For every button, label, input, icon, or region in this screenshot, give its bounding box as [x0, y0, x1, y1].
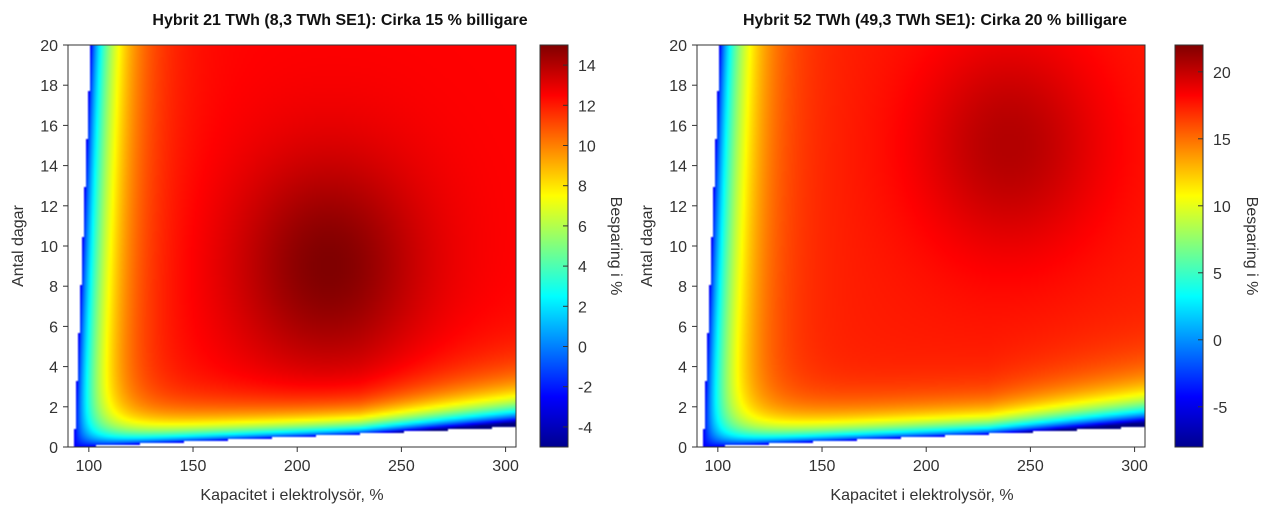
- colorbar-tick-label: -2: [578, 380, 592, 397]
- colorbar: [1175, 45, 1203, 447]
- heatmap-panel-left: Hybrit 21 TWh (8,3 TWh SE1): Cirka 15 % …: [10, 12, 624, 504]
- heatmap-surface: [68, 45, 516, 447]
- x-tick-label: 200: [284, 458, 311, 475]
- heatmap-panel-right: Hybrit 52 TWh (49,3 TWh SE1): Cirka 20 %…: [639, 12, 1260, 504]
- colorbar-tick-label: 15: [1213, 132, 1231, 149]
- y-tick-label: 16: [40, 118, 58, 135]
- y-tick-label: 6: [678, 319, 687, 336]
- colorbar-tick-label: 4: [578, 259, 587, 276]
- colorbar-tick-label: 5: [1213, 266, 1222, 283]
- colorbar-ticks: -5 0 5 10 15 20: [1198, 65, 1231, 417]
- colorbar-tick-label: 6: [578, 219, 587, 236]
- colorbar-tick-label: 12: [578, 98, 596, 115]
- colorbar-ticks: -4 -2 0 2 4 6 8 10 12 14: [563, 58, 596, 437]
- x-axis-label: Kapacitet i elektrolysör, %: [830, 487, 1013, 504]
- y-tick-label: 6: [49, 319, 58, 336]
- y-axis-label: Antal dagar: [639, 204, 656, 287]
- colorbar-tick-label: 14: [578, 58, 596, 75]
- y-tick-label: 20: [40, 38, 58, 55]
- x-tick-label: 200: [913, 458, 940, 475]
- y-tick-label: 14: [40, 159, 58, 176]
- x-tick-label: 250: [388, 458, 415, 475]
- y-tick-label: 12: [669, 199, 687, 216]
- y-tick-label: 4: [49, 360, 58, 377]
- y-tick-label: 18: [669, 78, 687, 95]
- y-tick-label: 18: [40, 78, 58, 95]
- x-tick-label: 100: [704, 458, 731, 475]
- colorbar-frame: [1174, 44, 1204, 448]
- colorbar-tick-label: 2: [578, 299, 587, 316]
- colorbar-frame: [539, 44, 569, 448]
- y-tick-label: 14: [669, 159, 687, 176]
- x-axis-label: Kapacitet i elektrolysör, %: [200, 487, 383, 504]
- colorbar-tick-label: 20: [1213, 65, 1231, 82]
- x-axis-ticks: 100 150 200 250 300: [704, 447, 1148, 475]
- x-tick-label: 300: [1121, 458, 1148, 475]
- colorbar-label: Besparing i %: [607, 197, 624, 296]
- colorbar-label: Besparing i %: [1243, 197, 1260, 296]
- colorbar-tick-label: 0: [1213, 333, 1222, 350]
- y-tick-label: 2: [678, 400, 687, 417]
- y-tick-label: 16: [669, 118, 687, 135]
- x-tick-label: 250: [1017, 458, 1044, 475]
- colorbar-tick-label: 0: [578, 340, 587, 357]
- x-axis-ticks: 100 150 200 250 300: [75, 447, 519, 475]
- heatmap-surface: [697, 45, 1145, 447]
- x-tick-label: 150: [180, 458, 207, 475]
- colorbar-tick-label: 10: [578, 139, 596, 156]
- colorbar-tick-label: 8: [578, 179, 587, 196]
- y-axis-label: Antal dagar: [10, 204, 27, 287]
- y-tick-label: 0: [49, 440, 58, 457]
- y-axis-ticks: 0 2 4 6 8 10 12 14 16 18 20: [40, 38, 68, 457]
- chart-title: Hybrit 21 TWh (8,3 TWh SE1): Cirka 15 % …: [152, 12, 527, 29]
- colorbar-tick-label: -5: [1213, 400, 1227, 417]
- colorbar-tick-label: 10: [1213, 199, 1231, 216]
- colorbar-tick-label: -4: [578, 420, 592, 437]
- x-tick-label: 100: [75, 458, 102, 475]
- colorbar: [540, 45, 568, 447]
- y-axis-ticks: 0 2 4 6 8 10 12 14 16 18 20: [669, 38, 697, 457]
- y-tick-label: 4: [678, 360, 687, 377]
- y-tick-label: 0: [678, 440, 687, 457]
- chart-title: Hybrit 52 TWh (49,3 TWh SE1): Cirka 20 %…: [743, 12, 1127, 29]
- y-tick-label: 8: [678, 279, 687, 296]
- y-tick-label: 20: [669, 38, 687, 55]
- y-tick-label: 8: [49, 279, 58, 296]
- y-tick-label: 12: [40, 199, 58, 216]
- y-tick-label: 2: [49, 400, 58, 417]
- y-tick-label: 10: [40, 239, 58, 256]
- x-tick-label: 300: [492, 458, 519, 475]
- x-tick-label: 150: [809, 458, 836, 475]
- y-tick-label: 10: [669, 239, 687, 256]
